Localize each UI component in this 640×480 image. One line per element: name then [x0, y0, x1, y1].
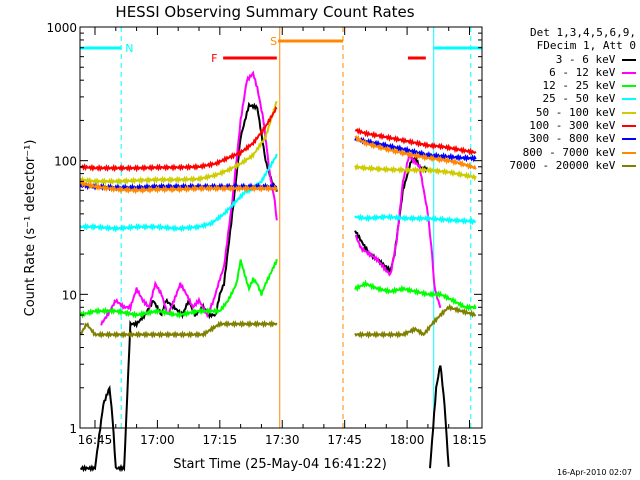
series-line — [354, 134, 477, 170]
series-line — [100, 70, 278, 326]
legend-entry: 800 - 7000 keV — [478, 146, 636, 159]
detector-info-line: Det 1,3,4,5,6,9, — [530, 26, 636, 39]
saa-flag-label: S — [270, 35, 277, 48]
legend-label: 12 - 25 keV — [542, 79, 622, 93]
x-tick-label: 17:30 — [265, 433, 300, 447]
series-line — [354, 303, 477, 339]
x-tick-label: 17:00 — [140, 433, 175, 447]
legend-entry: 50 - 100 keV — [478, 106, 636, 119]
legend-label: 25 - 50 keV — [542, 92, 622, 106]
y-tick-label: 100 — [54, 155, 77, 169]
legend-swatch — [622, 125, 636, 128]
y-tick-label: 1000 — [46, 21, 77, 35]
detector-info-line: FDecim 1, Att 0 — [536, 39, 636, 53]
legend-swatch — [622, 111, 636, 114]
night-flag-label: N — [125, 42, 133, 55]
legend-entry: 25 - 50 keV — [478, 92, 636, 105]
legend-entry: 6 - 12 keV — [478, 66, 636, 79]
series-lines — [79, 70, 477, 473]
series-line — [79, 258, 278, 319]
flare-flag-label: F — [211, 52, 217, 65]
series-line — [79, 101, 278, 473]
legend-swatch — [622, 151, 636, 154]
legend-entry: 7000 - 20000 keV — [478, 159, 636, 172]
series-line — [79, 179, 278, 195]
y-tick-label: 10 — [62, 288, 77, 302]
legend-entry: 12 - 25 keV — [478, 79, 636, 92]
plot-frame — [79, 26, 483, 429]
legend-entry: 300 - 800 keV — [478, 132, 636, 145]
legend-entry: 100 - 300 keV — [478, 119, 636, 132]
series-line — [354, 135, 477, 163]
legend-swatch — [622, 164, 636, 167]
series-line — [79, 100, 278, 186]
series-line — [80, 105, 278, 173]
legend-label: 800 - 7000 keV — [522, 145, 622, 159]
series-line — [354, 279, 477, 312]
x-tick-label: 18:15 — [452, 433, 487, 447]
legend-label: 7000 - 20000 keV — [509, 158, 622, 172]
series-line — [355, 151, 442, 309]
x-tick-label: 16:45 — [78, 433, 113, 447]
legend-swatch — [622, 58, 636, 61]
legend-label: 100 - 300 keV — [529, 119, 622, 133]
series-line — [79, 153, 278, 233]
x-tick-label: 17:45 — [327, 433, 362, 447]
chart-title: HESSI Observing Summary Count Rates — [115, 3, 414, 21]
legend-entry: 3 - 6 keV — [478, 53, 636, 66]
axes: 16:45 17:00 17:15 17:30 17:45 18:00 18:15 1 10 10… — [46, 21, 486, 447]
y-axis-label: Count Rate (s⁻¹ detector⁻¹) — [23, 140, 38, 317]
series-line — [354, 212, 476, 226]
legend-swatch — [622, 71, 636, 74]
legend-swatch — [622, 85, 636, 88]
y-tick-label: 1 — [69, 422, 77, 436]
legend-swatch — [622, 138, 636, 141]
legend-swatch — [622, 98, 636, 101]
legend-label: 6 - 12 keV — [549, 65, 622, 79]
legend-label: 300 - 800 keV — [529, 132, 622, 146]
series-line — [80, 319, 278, 339]
series-line — [354, 127, 477, 156]
series-line — [354, 163, 477, 182]
series-line — [429, 365, 450, 469]
legend-label: 50 - 100 keV — [535, 105, 622, 119]
x-tick-label: 17:15 — [203, 433, 238, 447]
legend-label: 3 - 6 keV — [555, 52, 622, 66]
x-tick-label: 18:00 — [390, 433, 425, 447]
footer-stamp: 16-Apr-2010 02:07 — [556, 468, 632, 477]
x-axis-label: Start Time (25-May-04 16:41:22) — [173, 457, 387, 472]
